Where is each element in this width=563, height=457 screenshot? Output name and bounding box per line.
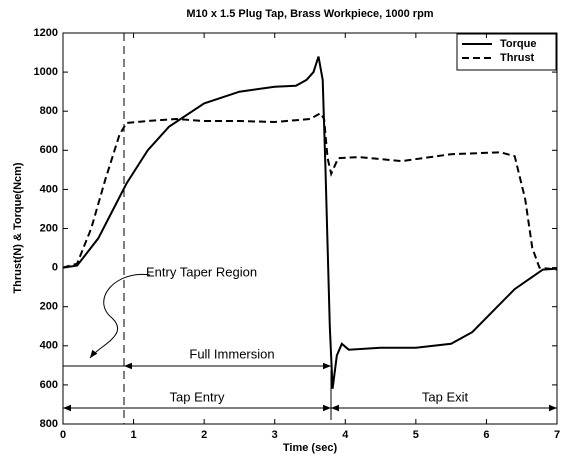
y-tick-label: 600 (40, 144, 58, 156)
y-tick-label: 0 (52, 262, 58, 274)
annotation: Entry Taper Region (146, 264, 257, 279)
series-line (62, 56, 558, 389)
legend (456, 33, 557, 71)
plot-frame (62, 32, 558, 425)
y-tick-label: 1000 (34, 66, 58, 78)
x-tick-label: 7 (554, 429, 560, 441)
annotation-arrow (89, 273, 151, 359)
chart-title: M10 x 1.5 Plug Tap, Brass Workpiece, 100… (186, 8, 433, 20)
x-tick-label: 5 (413, 429, 419, 441)
legend-label: Thrust (500, 52, 535, 64)
y-tick-label: 200 (40, 222, 58, 234)
y-axis-label: Thrust(N) & Torque(Ncm) (12, 162, 24, 294)
y-tick-label: 400 (40, 340, 58, 352)
x-tick-label: 2 (201, 429, 207, 441)
x-tick-label: 0 (60, 429, 66, 441)
x-tick-label: 4 (342, 429, 349, 441)
annotation: Tap Entry (170, 389, 225, 404)
x-tick-label: 1 (131, 429, 137, 441)
y-tick-label: 800 (40, 418, 58, 430)
x-tick-label: 6 (483, 429, 489, 441)
legend-label: Torque (500, 38, 536, 50)
y-tick-label: 1200 (34, 27, 58, 39)
x-axis-label: Time (sec) (283, 442, 338, 454)
annotation: Full Immersion (189, 346, 274, 361)
annotation: Tap Exit (422, 389, 469, 404)
x-tick-label: 3 (272, 429, 278, 441)
y-tick-label: 600 (40, 379, 58, 391)
y-tick-label: 800 (40, 105, 58, 117)
y-tick-label: 200 (40, 301, 58, 313)
y-tick-label: 400 (40, 183, 58, 195)
series-line (62, 111, 558, 271)
